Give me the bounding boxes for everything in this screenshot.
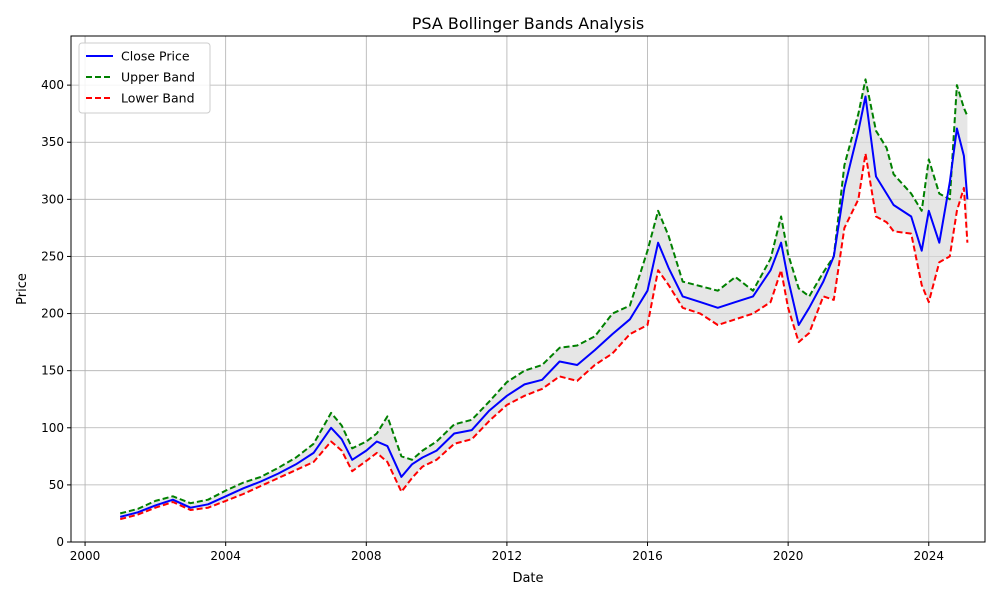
x-tick-label: 2000	[70, 549, 101, 563]
y-tick-label: 250	[41, 249, 64, 263]
y-tick-label: 100	[41, 421, 64, 435]
y-tick-label: 350	[41, 135, 64, 149]
y-axis: 0 50 100 150 200 250 300 350 400	[41, 78, 71, 549]
x-tick-label: 2020	[773, 549, 804, 563]
y-tick-label: 400	[41, 78, 64, 92]
x-tick-label: 2008	[351, 549, 382, 563]
y-axis-label: Price	[15, 273, 30, 305]
legend-label: Lower Band	[121, 91, 195, 106]
x-axis: 2000 2004 2008 2012 2016 2020 2024	[70, 542, 944, 563]
x-axis-label: Date	[512, 571, 543, 586]
chart-title: PSA Bollinger Bands Analysis	[412, 14, 644, 33]
x-tick-label: 2012	[492, 549, 523, 563]
band-fill-layer	[120, 79, 968, 520]
series-layer	[119, 78, 969, 521]
plot-frame	[70, 35, 986, 543]
x-tick-label: 2016	[632, 549, 663, 563]
legend: Close Price Upper Band Lower Band	[78, 42, 211, 114]
x-tick-label: 2024	[913, 549, 944, 563]
y-tick-label: 200	[41, 307, 64, 321]
y-tick-label: 300	[41, 192, 64, 206]
x-tick-label: 2004	[210, 549, 241, 563]
upper-band-line	[119, 78, 969, 515]
legend-box	[78, 42, 211, 114]
legend-label: Upper Band	[121, 70, 195, 85]
legend-label: Close Price	[121, 49, 190, 64]
band-fill	[120, 79, 968, 520]
y-tick-label: 0	[56, 535, 64, 549]
lower-band-line	[119, 152, 969, 521]
y-tick-label: 150	[41, 364, 64, 378]
close-price-line	[119, 95, 969, 518]
y-tick-label: 50	[49, 478, 64, 492]
